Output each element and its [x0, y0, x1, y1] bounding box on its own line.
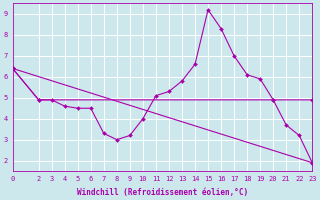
- X-axis label: Windchill (Refroidissement éolien,°C): Windchill (Refroidissement éolien,°C): [77, 188, 248, 197]
